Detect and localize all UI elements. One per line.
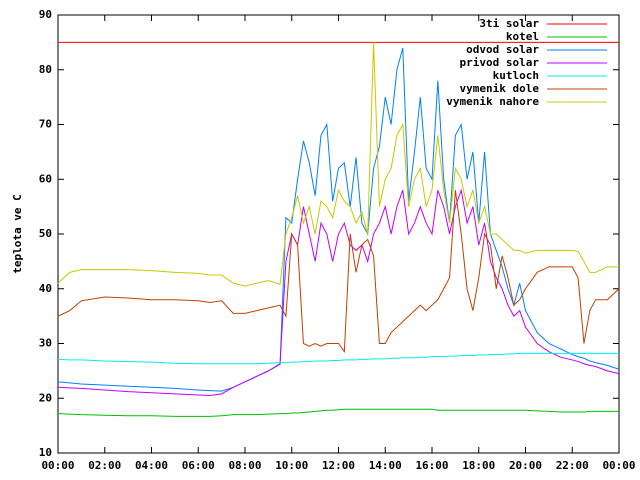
x-tick-label: 02:00	[88, 459, 121, 472]
series-line	[57, 352, 619, 365]
y-tick-label: 40	[39, 282, 52, 295]
legend-label: kotel	[506, 30, 539, 43]
legend-label: vymenik dole	[460, 82, 540, 95]
y-tick-label: 60	[39, 172, 52, 185]
y-tick-label: 50	[39, 227, 52, 240]
x-tick-label: 12:00	[322, 459, 355, 472]
x-tick-label: 10:00	[275, 459, 308, 472]
x-tick-label: 16:00	[415, 459, 448, 472]
legend-label: 3ti solar	[479, 17, 539, 30]
y-tick-label: 30	[39, 337, 52, 350]
legend-label: vymenik nahore	[446, 95, 539, 108]
x-tick-label: 04:00	[135, 459, 168, 472]
y-tick-label: 80	[39, 63, 52, 76]
series-line	[57, 42, 619, 287]
legend-label: odvod solar	[466, 43, 539, 56]
x-tick-label: 00:00	[602, 459, 635, 472]
legend-label: privod solar	[460, 56, 540, 69]
legend-label: kutloch	[493, 69, 539, 82]
series-line	[57, 408, 619, 417]
x-tick-label: 06:00	[182, 459, 215, 472]
y-tick-label: 70	[39, 118, 52, 131]
y-tick-label: 90	[39, 8, 52, 21]
x-tick-label: 08:00	[228, 459, 261, 472]
y-axis-label: teplota ve C	[11, 194, 24, 273]
y-tick-label: 20	[39, 391, 52, 404]
x-tick-label: 18:00	[462, 459, 495, 472]
x-tick-label: 22:00	[556, 459, 589, 472]
series-line	[57, 190, 620, 354]
x-tick-label: 14:00	[369, 459, 402, 472]
x-tick-label: 00:00	[41, 459, 74, 472]
series-line	[57, 188, 620, 397]
y-tick-label: 10	[39, 446, 52, 459]
x-tick-label: 20:00	[509, 459, 542, 472]
plot-border	[57, 14, 620, 454]
